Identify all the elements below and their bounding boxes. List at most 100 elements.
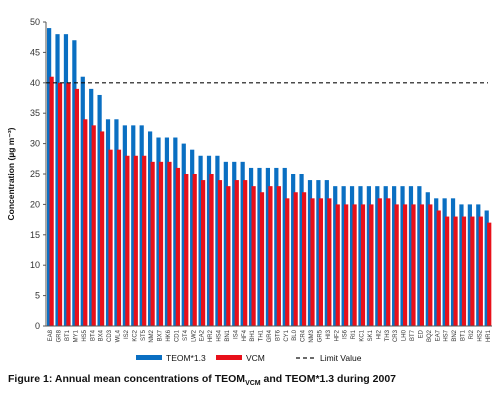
teom-bar (190, 149, 195, 326)
x-category-label: EA8 (48, 329, 54, 341)
vcm-bar (226, 186, 231, 326)
x-category-label: HS7 (444, 329, 450, 341)
x-category-label: NM3 (309, 329, 315, 342)
figure-caption: Figure 1: Annual mean concentrations of … (8, 373, 498, 387)
teom-bar (114, 119, 119, 326)
x-category-label: HK6 (166, 329, 172, 341)
x-category-label: HR1 (486, 329, 492, 342)
vcm-bar (285, 198, 290, 326)
vcm-bar (268, 186, 273, 326)
x-category-label: CY1 (284, 329, 290, 341)
vcm-bar (301, 192, 307, 326)
legend-label-limit: Limit Value (320, 353, 362, 363)
teom-bar (324, 180, 329, 326)
teom-bar (105, 119, 111, 326)
vcm-bar (478, 216, 483, 326)
vcm-bar (251, 186, 256, 326)
x-category-label: KC2 (132, 329, 138, 341)
x-category-label: HS4 (217, 329, 223, 341)
x-category-label: HI3 (326, 329, 332, 339)
vcm-bar (201, 180, 206, 326)
bars (47, 28, 492, 327)
x-category-label: CD3 (107, 329, 113, 342)
teom-bar (282, 167, 287, 326)
vcm-bar (411, 204, 416, 326)
vcm-bar (310, 198, 315, 326)
teom-bar (173, 137, 178, 326)
x-category-label: HF2 (334, 329, 340, 341)
vcm-bar (243, 180, 248, 326)
x-category-label: MY1 (73, 329, 79, 342)
teom-bar (434, 198, 439, 326)
teom-bar (240, 161, 245, 326)
x-category-label: CR3 (393, 329, 399, 342)
vcm-bar (116, 149, 122, 326)
vcm-bar (125, 155, 130, 326)
x-category-label: GR4 (267, 329, 273, 342)
vcm-bar (100, 131, 105, 326)
x-category-label: EA2 (200, 329, 206, 341)
legend-label-teom: TEOM*1.3 (166, 353, 206, 363)
vcm-bar (276, 186, 281, 326)
vcm-bar (318, 198, 324, 326)
teom-bar (349, 186, 355, 326)
x-category-label: HF4 (242, 329, 248, 341)
vcm-bar (217, 180, 223, 326)
vcm-bar (352, 204, 357, 326)
caption-subscript: VCM (245, 380, 261, 388)
teom-bar (248, 167, 254, 326)
teom-bar (47, 28, 52, 327)
vcm-bar (377, 198, 382, 326)
teom-bar (291, 174, 296, 326)
y-tick-label: 5 (35, 291, 40, 301)
caption-prefix: Figure 1: Annual mean concentrations of … (8, 373, 246, 385)
vcm-bar (234, 180, 239, 326)
y-tick-label: 45 (30, 47, 40, 57)
vcm-bar (259, 192, 265, 326)
vcm-bar (293, 192, 298, 326)
x-category-label: KC1 (360, 329, 366, 341)
x-category-label: BL0 (292, 329, 298, 340)
vcm-bar (386, 198, 391, 326)
x-category-label: BT7 (410, 329, 416, 341)
vcm-bar (142, 155, 147, 326)
vcm-bar (175, 167, 180, 326)
legend-label-vcm: VCM (246, 353, 265, 363)
teom-bar (63, 34, 69, 326)
teom-bar (156, 137, 161, 326)
y-tick-label: 0 (35, 321, 40, 331)
teom-bar (122, 125, 127, 326)
vcm-bar (487, 222, 492, 326)
vcm-bar (344, 204, 349, 326)
vcm-bar (453, 216, 458, 326)
vcm-bar (150, 161, 155, 326)
vcm-bar (209, 174, 214, 326)
vcm-bar (158, 161, 164, 326)
vcm-bar (192, 174, 197, 326)
vcm-bar (335, 204, 340, 326)
vcm-bar (436, 210, 441, 326)
x-category-label: BX4 (99, 329, 105, 341)
x-category-label: BT1 (65, 329, 71, 341)
vcm-bar (470, 216, 475, 326)
teom-bar (97, 94, 102, 327)
y-tick-label: 40 (30, 78, 40, 88)
teom-bar (215, 155, 220, 326)
teom-bar (316, 180, 321, 326)
teom-bar (257, 167, 262, 326)
y-tick-label: 50 (30, 17, 40, 27)
teom-bar (450, 198, 456, 326)
x-category-label: BN1 (225, 329, 231, 341)
x-category-label: ST4 (183, 329, 189, 341)
teom-bar (484, 210, 489, 326)
vcm-bar (184, 174, 189, 326)
x-category-label: BX7 (158, 329, 164, 341)
teom-bar (333, 186, 338, 326)
teom-bar (265, 167, 271, 326)
y-tick-label: 35 (30, 108, 40, 118)
teom-bar (274, 167, 279, 326)
teom-bar (307, 180, 313, 326)
teom-bar (425, 192, 430, 326)
x-category-label: LH0 (402, 329, 408, 341)
